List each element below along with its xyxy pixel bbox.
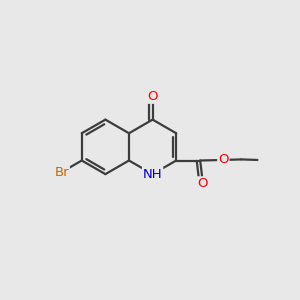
Text: O: O	[147, 90, 158, 103]
Text: Br: Br	[54, 166, 69, 178]
Text: O: O	[198, 177, 208, 190]
Text: NH: NH	[143, 168, 162, 181]
Text: O: O	[218, 154, 229, 166]
